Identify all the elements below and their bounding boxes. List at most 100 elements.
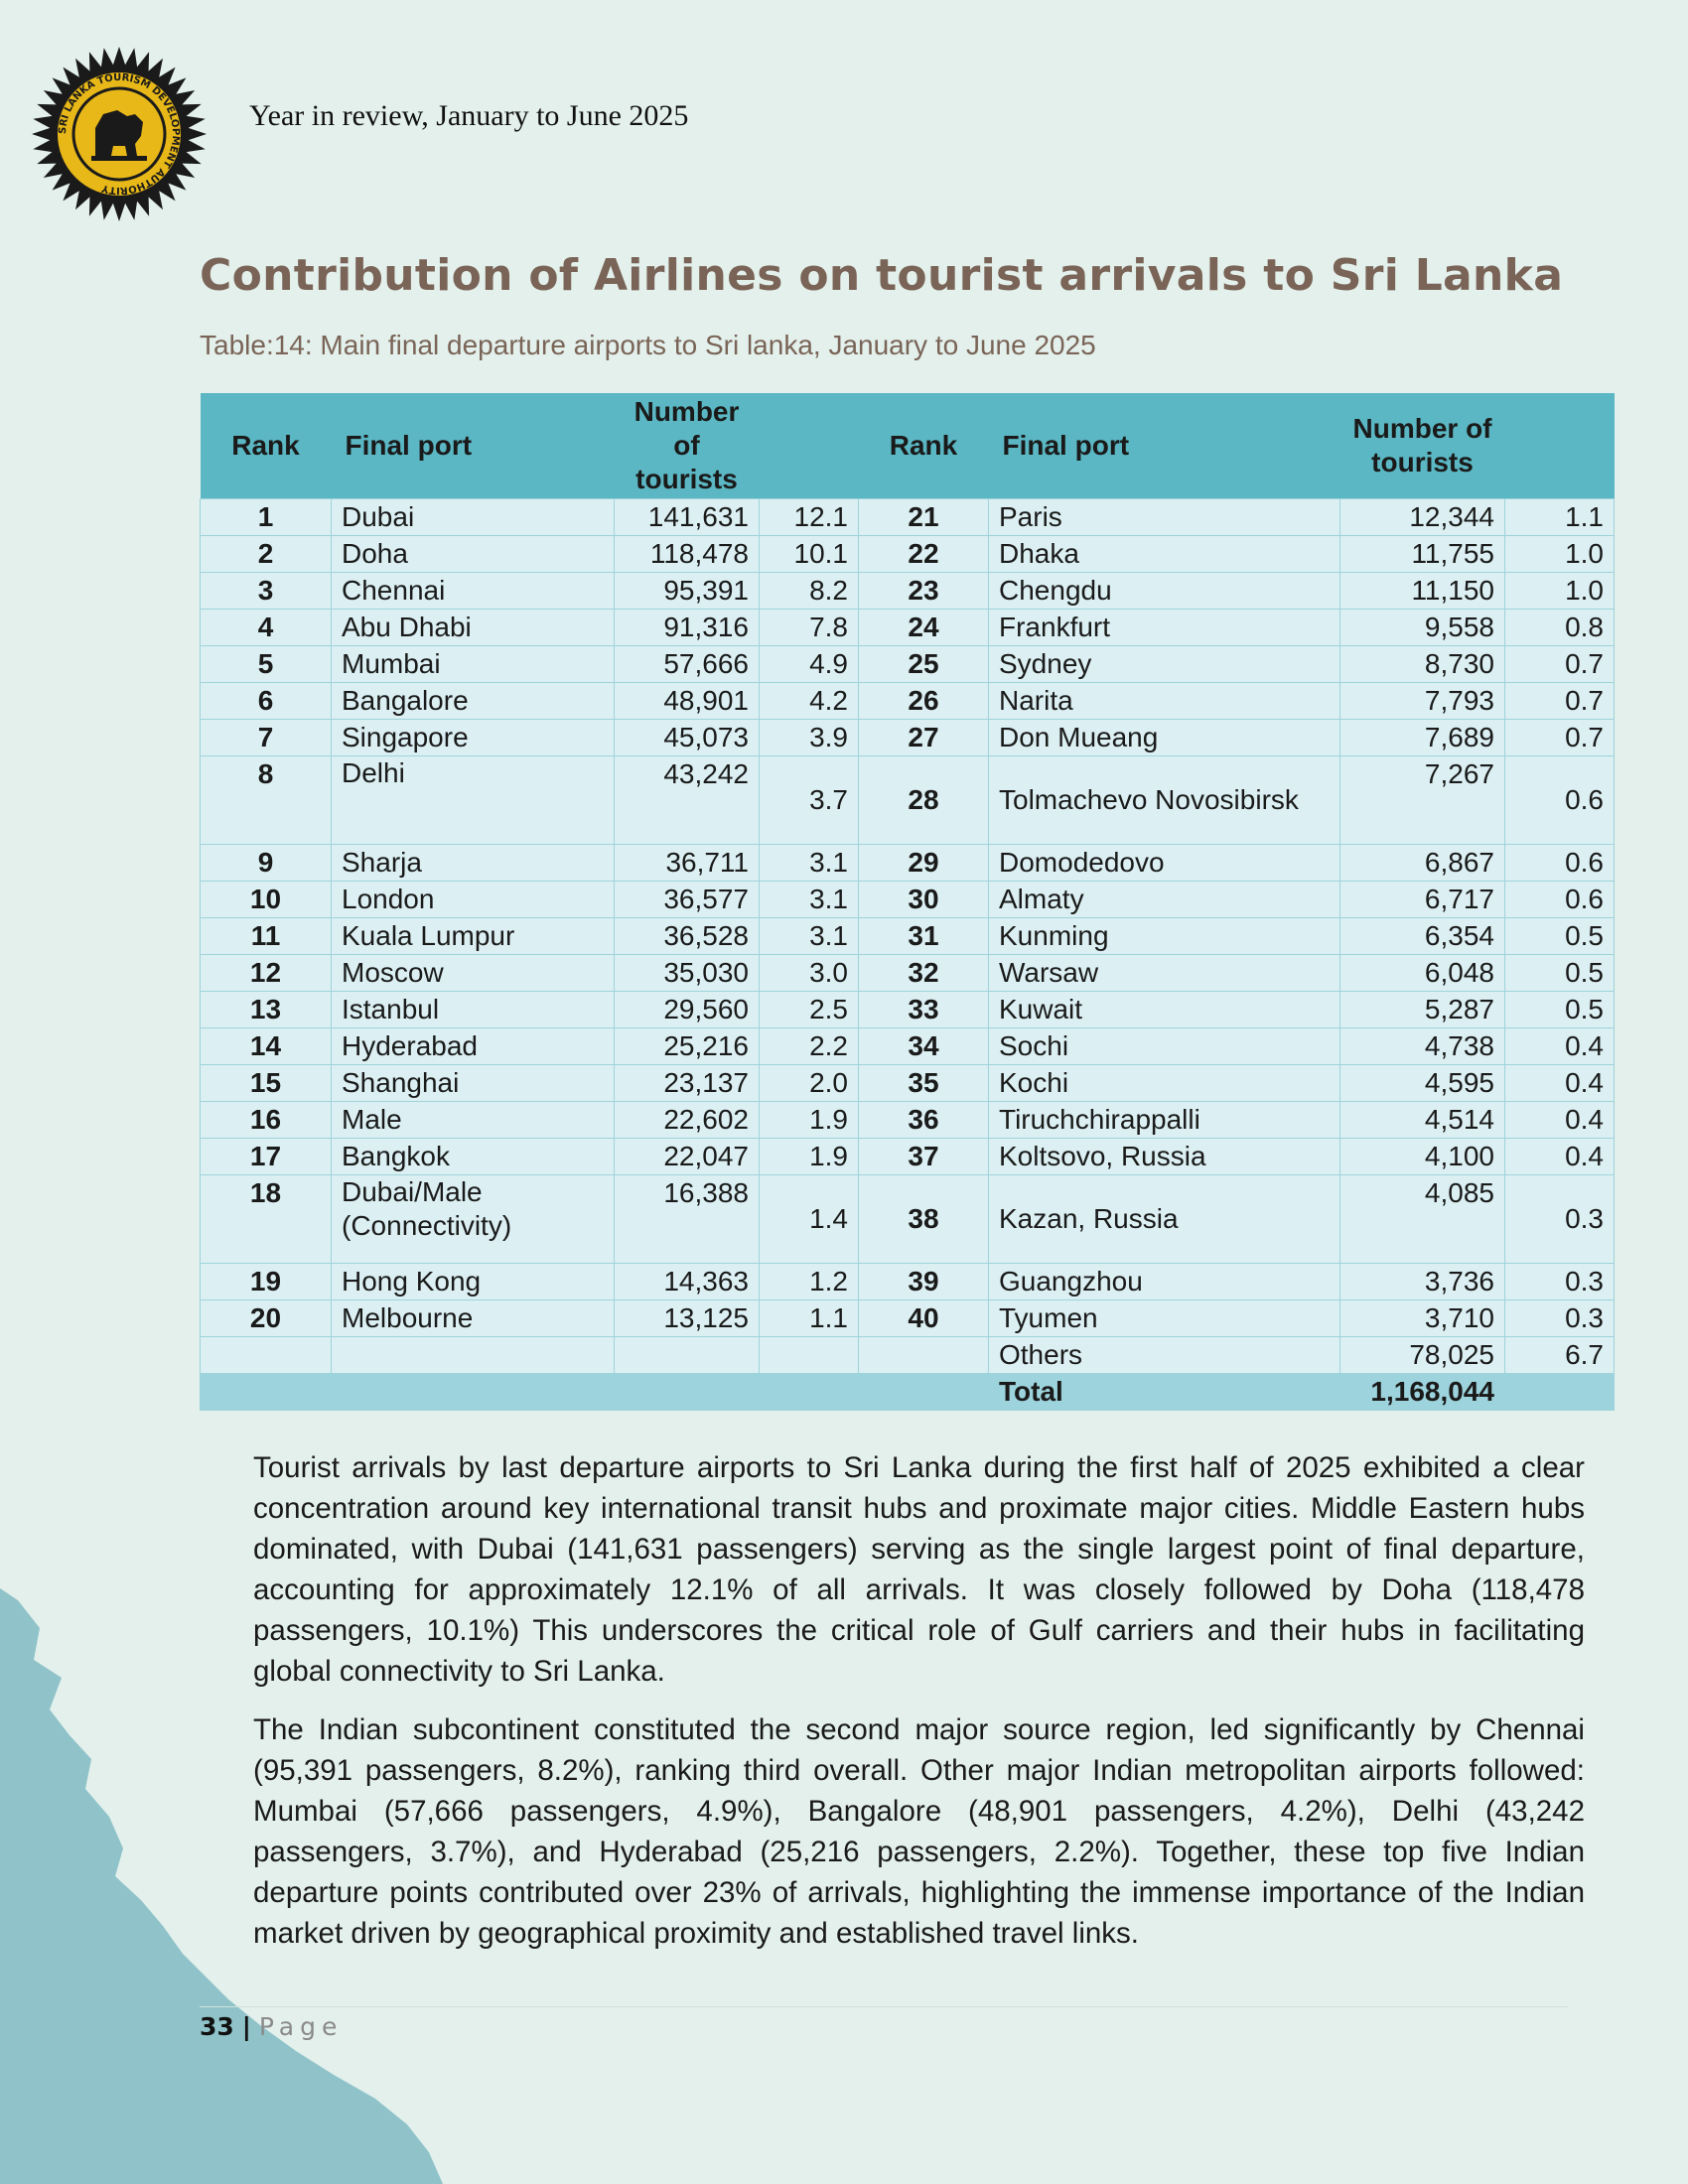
right-share-cell: 0.3: [1504, 1299, 1615, 1337]
right-rank-cell: 25: [858, 645, 989, 683]
left-tourists-cell: 36,528: [614, 917, 760, 955]
left-rank-cell: 2: [200, 535, 332, 573]
right-share-cell: 0.7: [1504, 719, 1615, 756]
right-share-cell: 0.5: [1504, 917, 1615, 955]
right-tourists-cell: 11,150: [1339, 572, 1505, 610]
right-tourists-cell: 3,736: [1339, 1263, 1505, 1300]
left-rank-cell: 7: [200, 719, 332, 756]
right-tourists-cell: 4,100: [1339, 1138, 1505, 1175]
left-share-cell: [759, 1336, 859, 1374]
right-tourists-cell: 78,025: [1339, 1336, 1505, 1374]
left-tourists-cell: 36,711: [614, 844, 760, 882]
right-final-port-cell: Kuwait: [988, 991, 1340, 1028]
table-row: 5 Mumbai 57,666 4.9 25 Sydney 8,730 0.7: [200, 645, 1615, 683]
right-rank-cell: 29: [858, 844, 989, 882]
analysis-text: Tourist arrivals by last departure airpo…: [253, 1447, 1585, 1972]
left-tourists-cell: 95,391: [614, 572, 760, 610]
left-tourists-cell: 118,478: [614, 535, 760, 573]
right-final-port-cell: Almaty: [988, 881, 1340, 918]
right-final-port-cell: Domodedovo: [988, 844, 1340, 882]
right-tourists-cell: 6,048: [1339, 954, 1505, 992]
left-rank-cell: 17: [200, 1138, 332, 1175]
left-share-cell: 1.1: [759, 1299, 859, 1337]
right-final-port-cell: Frankfurt: [988, 609, 1340, 646]
header-share-blank: [759, 393, 859, 499]
left-tourists-cell: 91,316: [614, 609, 760, 646]
left-rank-cell: 10: [200, 881, 332, 918]
right-share-cell: 0.4: [1504, 1138, 1615, 1175]
right-rank-cell: 23: [858, 572, 989, 610]
right-tourists-cell: 8,730: [1339, 645, 1505, 683]
left-share-cell: 3.1: [759, 844, 859, 882]
left-final-port-cell: Bangkok: [331, 1138, 615, 1175]
right-rank-cell: 24: [858, 609, 989, 646]
table-row: 17 Bangkok 22,047 1.9 37 Koltsovo, Russia 4,10…: [200, 1138, 1615, 1175]
report-period: Year in review, January to June 2025: [249, 99, 689, 132]
page-number: 33: [200, 2012, 234, 2041]
right-rank-cell: 26: [858, 682, 989, 720]
left-final-port-cell: Singapore: [331, 719, 615, 756]
left-final-port-cell: Melbourne: [331, 1299, 615, 1337]
header-share-blank: [1504, 393, 1615, 499]
page-footer: 33 | Page: [200, 2012, 343, 2041]
total-row: Total 1,168,044: [200, 1373, 1615, 1411]
right-share-cell: 0.4: [1504, 1027, 1615, 1065]
page-label: Page: [258, 2012, 344, 2041]
table-row: 13 Istanbul 29,560 2.5 33 Kuwait 5,287 0.5: [200, 991, 1615, 1028]
right-final-port-cell: Paris: [988, 498, 1340, 536]
left-final-port-cell: Mumbai: [331, 645, 615, 683]
total-blank: [614, 1373, 760, 1411]
left-share-cell: 3.9: [759, 719, 859, 756]
left-share-cell: 3.0: [759, 954, 859, 992]
left-tourists-cell: 22,047: [614, 1138, 760, 1175]
table-row: 12 Moscow 35,030 3.0 32 Warsaw 6,048 0.5: [200, 954, 1615, 992]
left-final-port-cell: Moscow: [331, 954, 615, 992]
right-tourists-cell: 5,287: [1339, 991, 1505, 1028]
table-row: 7 Singapore 45,073 3.9 27 Don Mueang 7,689 0.7: [200, 719, 1615, 756]
total-blank: [200, 1373, 332, 1411]
right-rank-cell: 22: [858, 535, 989, 573]
left-final-port-cell: Hong Kong: [331, 1263, 615, 1300]
right-tourists-cell: 9,558: [1339, 609, 1505, 646]
left-share-cell: 12.1: [759, 498, 859, 536]
left-share-cell: 4.2: [759, 682, 859, 720]
right-rank-cell: 27: [858, 719, 989, 756]
right-tourists-cell: 6,867: [1339, 844, 1505, 882]
right-share-cell: 1.1: [1504, 498, 1615, 536]
right-rank-cell: 36: [858, 1101, 989, 1139]
left-tourists-cell: 35,030: [614, 954, 760, 992]
left-tourists-cell: 22,602: [614, 1101, 760, 1139]
right-rank-cell: 28: [858, 755, 989, 845]
left-final-port-cell: Dubai: [331, 498, 615, 536]
table-row: 1 Dubai 141,631 12.1 21 Paris 12,344 1.1: [200, 498, 1615, 536]
left-share-cell: 1.4: [759, 1174, 859, 1264]
right-final-port-cell: Kunming: [988, 917, 1340, 955]
table-caption: Table:14: Main final departure airports …: [200, 330, 1096, 360]
total-blank: [759, 1373, 859, 1411]
right-tourists-cell: 6,717: [1339, 881, 1505, 918]
left-tourists-cell: 23,137: [614, 1064, 760, 1102]
right-share-cell: 6.7: [1504, 1336, 1615, 1374]
left-share-cell: 7.8: [759, 609, 859, 646]
left-final-port-cell: [331, 1336, 615, 1374]
table-row: 3 Chennai 95,391 8.2 23 Chengdu 11,150 1.0: [200, 572, 1615, 610]
right-share-cell: 1.0: [1504, 535, 1615, 573]
table-row: 4 Abu Dhabi 91,316 7.8 24 Frankfurt 9,558 0.8: [200, 609, 1615, 646]
left-final-port-cell: Kuala Lumpur: [331, 917, 615, 955]
left-share-cell: 1.9: [759, 1101, 859, 1139]
left-rank-cell: 11: [200, 917, 332, 955]
left-tourists-cell: 13,125: [614, 1299, 760, 1337]
header-rank: Rank: [200, 393, 332, 499]
right-rank-cell: 39: [858, 1263, 989, 1300]
right-share-cell: 0.4: [1504, 1064, 1615, 1102]
paragraph-indian-subcontinent: The Indian subcontinent constituted the …: [253, 1713, 1585, 1950]
header-number-of-tourists: Number of tourists: [1339, 393, 1505, 499]
right-tourists-cell: 4,514: [1339, 1101, 1505, 1139]
left-rank-cell: [200, 1336, 332, 1374]
total-value: 1,168,044: [1339, 1373, 1505, 1411]
right-share-cell: 0.6: [1504, 755, 1615, 845]
left-final-port-cell: Chennai: [331, 572, 615, 610]
right-share-cell: 0.3: [1504, 1263, 1615, 1300]
right-final-port-cell: Sochi: [988, 1027, 1340, 1065]
